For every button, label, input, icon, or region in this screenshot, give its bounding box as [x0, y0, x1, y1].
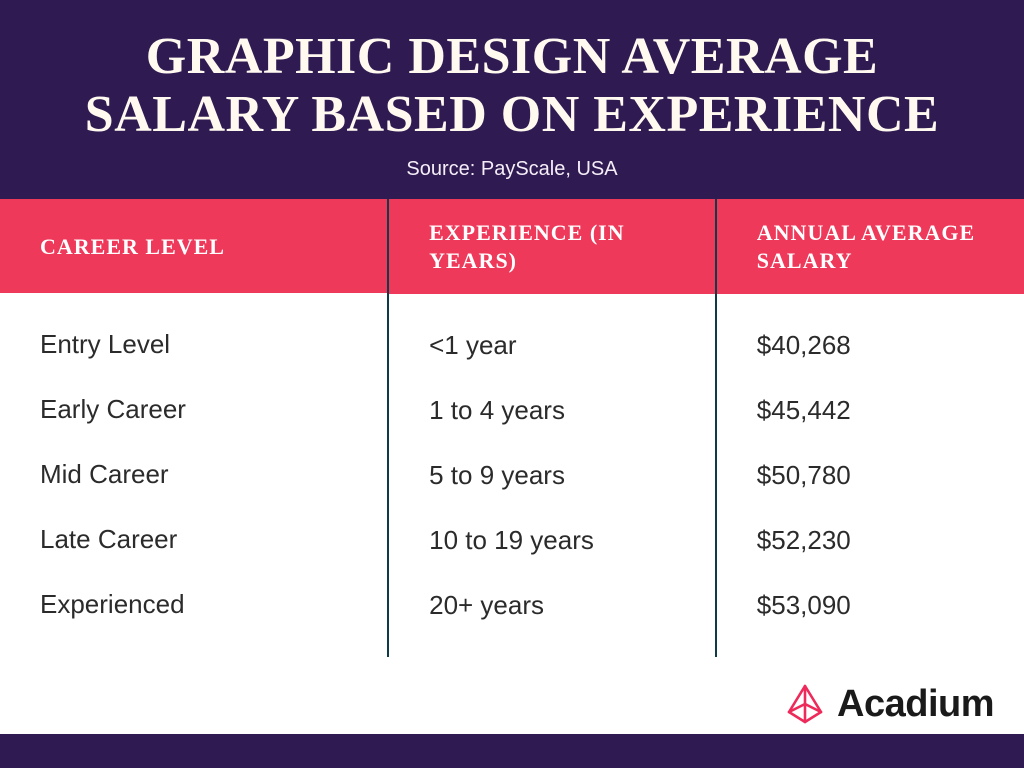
table-cell: <1 year [429, 330, 687, 361]
table-cell: 5 to 9 years [429, 460, 687, 491]
brand-name: Acadium [837, 683, 994, 726]
salary-table: CAREER LEVEL Entry Level Early Career Mi… [0, 199, 1024, 657]
table-cell: $50,780 [757, 460, 996, 491]
table-cell: Late Career [40, 524, 359, 555]
brand-logo: Acadium [783, 682, 994, 726]
source-line: Source: PayScale, USA [40, 158, 984, 181]
table-cell: 10 to 19 years [429, 525, 687, 556]
column-experience: EXPERIENCE (IN YEARS) <1 year 1 to 4 yea… [389, 199, 717, 657]
table-cell: 20+ years [429, 590, 687, 621]
footer-strip [0, 734, 1024, 768]
acadium-logo-icon [783, 682, 827, 726]
table-cell: Entry Level [40, 329, 359, 360]
table-cell: $53,090 [757, 590, 996, 621]
col-body-salary: $40,268 $45,442 $50,780 $52,230 $53,090 [717, 294, 1024, 657]
table-cell: Experienced [40, 589, 359, 620]
table-cell: $52,230 [757, 525, 996, 556]
col-header-career-level: CAREER LEVEL [0, 199, 387, 293]
column-salary: ANNUAL AVERAGE SALARY $40,268 $45,442 $5… [717, 199, 1024, 657]
col-body-career-level: Entry Level Early Career Mid Career Late… [0, 293, 387, 656]
table-cell: Early Career [40, 394, 359, 425]
table-cell: $45,442 [757, 395, 996, 426]
col-body-experience: <1 year 1 to 4 years 5 to 9 years 10 to … [389, 294, 715, 657]
table-cell: Mid Career [40, 459, 359, 490]
col-header-salary: ANNUAL AVERAGE SALARY [717, 199, 1024, 294]
page-title: GRAPHIC DESIGN AVERAGE SALARY BASED ON E… [40, 28, 984, 144]
header-block: GRAPHIC DESIGN AVERAGE SALARY BASED ON E… [0, 0, 1024, 199]
column-career-level: CAREER LEVEL Entry Level Early Career Mi… [0, 199, 389, 657]
col-header-experience: EXPERIENCE (IN YEARS) [389, 199, 715, 294]
table-cell: 1 to 4 years [429, 395, 687, 426]
table-cell: $40,268 [757, 330, 996, 361]
